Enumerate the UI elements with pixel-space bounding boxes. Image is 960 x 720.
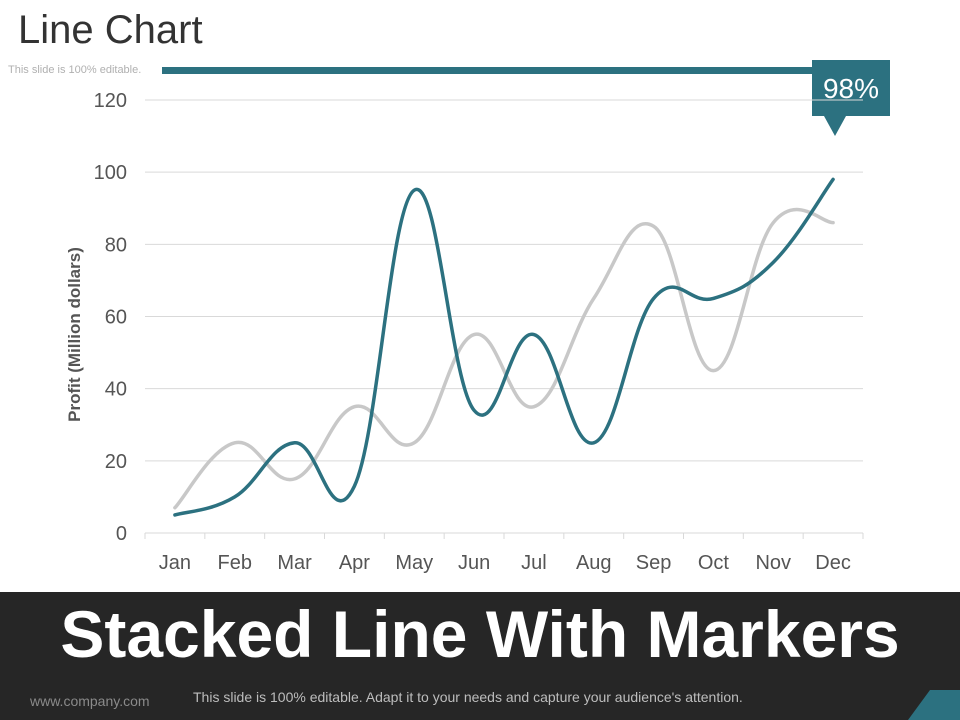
x-tick-label-oct: Oct [698,552,730,574]
editable-note: This slide is 100% editable. [8,64,142,76]
y-tick-label: 0 [116,523,127,545]
line-chart: 0 20 40 60 80 100 120 Jan Feb Mar Apr May Jun Jul Aug S… [65,90,864,574]
title-banner [0,592,960,720]
series-line-2 [173,207,835,510]
chart-gridlines [145,99,863,534]
footer-url: www.company.com [30,693,150,709]
y-tick-label: 40 [105,379,127,401]
banner-title: Stacked Line With Markers [60,597,900,671]
y-tick-label: 60 [105,307,127,329]
x-tick-label-jun: Jun [458,552,490,574]
x-tick-label-may: May [395,552,433,574]
x-tick-label-jul: Jul [521,552,547,574]
x-tick-label-mar: Mar [277,552,312,574]
y-tick-label: 80 [105,234,127,256]
footer-accent-corner [908,690,930,720]
chart-axes: 0 20 40 60 80 100 120 Jan Feb Mar Apr May Jun Jul Aug S… [94,90,864,574]
y-axis-title: Profit (Million dollars) [65,247,84,422]
y-tick-label: 120 [94,90,127,112]
series-line-1 [173,177,835,517]
x-tick-label-jan: Jan [159,552,191,574]
x-tick-label-aug: Aug [576,552,612,574]
callout-pointer [824,116,846,136]
y-tick-label: 20 [105,451,127,473]
footer-accent-block [930,690,960,720]
x-tick-label-sep: Sep [636,552,672,574]
x-tick-label-nov: Nov [755,552,791,574]
slide-title: Line Chart [18,8,203,52]
accent-bar [162,67,812,74]
percent-callout-value: 98% [822,73,880,104]
percent-callout: 98% [812,60,890,116]
x-tick-label-feb: Feb [218,552,252,574]
x-tick-label-apr: Apr [339,552,370,574]
chart-series [173,177,835,517]
y-tick-label: 100 [94,162,127,184]
x-tick-label-dec: Dec [815,552,851,574]
footer-text: This slide is 100% editable. Adapt it to… [193,689,743,705]
